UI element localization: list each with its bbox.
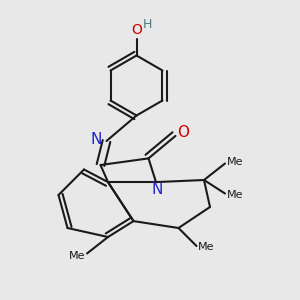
Text: O: O <box>131 22 142 37</box>
Text: Me: Me <box>69 251 85 261</box>
Text: H: H <box>142 18 152 31</box>
Text: O: O <box>177 125 189 140</box>
Text: N: N <box>90 132 102 147</box>
Text: Me: Me <box>226 190 243 200</box>
Text: N: N <box>152 182 163 197</box>
Text: Me: Me <box>226 157 243 167</box>
Text: Me: Me <box>198 242 214 253</box>
